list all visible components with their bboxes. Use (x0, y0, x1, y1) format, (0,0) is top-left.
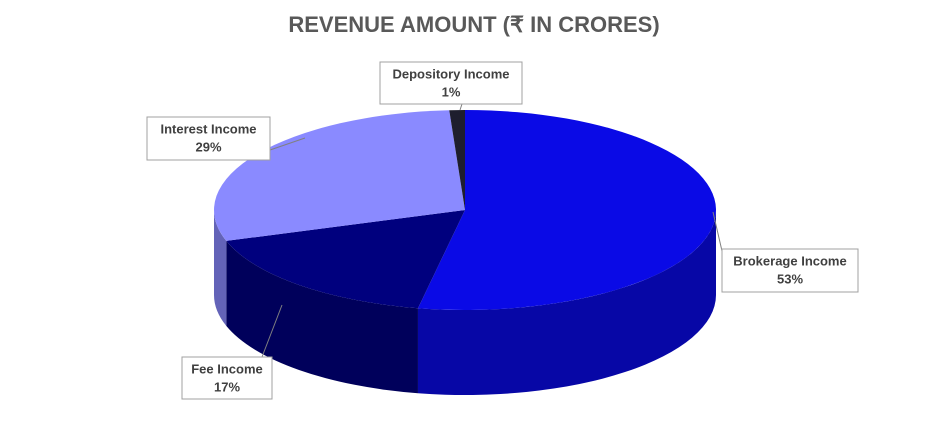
pie-slice (417, 110, 716, 310)
label-box (181, 356, 273, 400)
leader-line (269, 137, 306, 151)
label-box (146, 116, 271, 161)
data-label-value: 53% (777, 271, 803, 286)
pie-slice (213, 110, 465, 241)
label-box (721, 248, 859, 293)
data-label-value: 29% (195, 139, 221, 154)
leader-line (459, 103, 463, 111)
pie-slice (226, 210, 465, 309)
data-label-value: 1% (442, 84, 461, 99)
data-label-value: 17% (214, 379, 240, 394)
chart-title: REVENUE AMOUNT (₹ IN CRORES) (288, 12, 659, 37)
pie-slice-side (214, 210, 227, 326)
pie-slice-side (226, 240, 418, 394)
label-box (379, 61, 523, 105)
data-label-name: Depository Income (392, 66, 509, 81)
pie-slice-side (417, 210, 716, 395)
pie-slice (449, 110, 465, 210)
data-label-name: Interest Income (160, 121, 256, 136)
data-label-name: Fee Income (191, 361, 263, 376)
leader-line (712, 211, 723, 252)
data-label-name: Brokerage Income (733, 253, 846, 268)
leader-line (261, 304, 283, 358)
